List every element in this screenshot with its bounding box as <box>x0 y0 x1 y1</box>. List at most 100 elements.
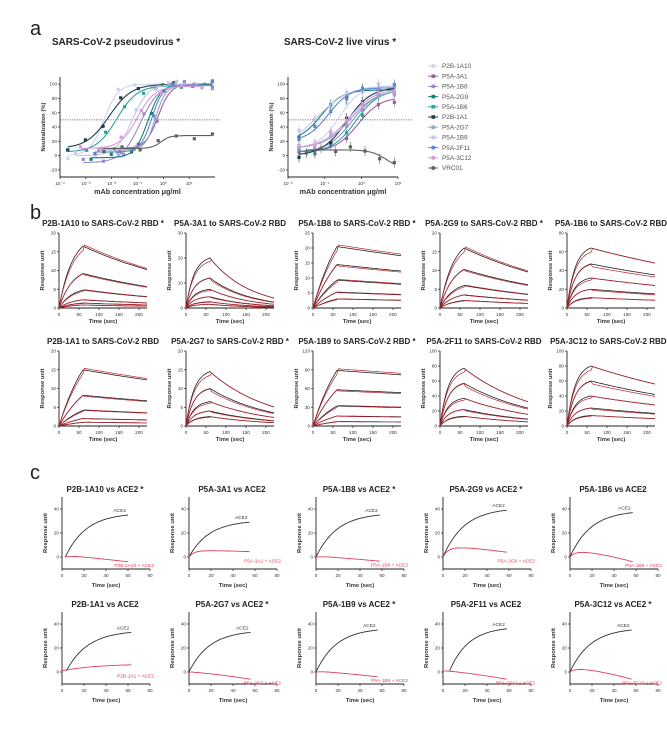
fit-curve <box>185 296 275 309</box>
x-axis-label: Time (sec) <box>92 698 121 704</box>
legend-label: P5A-2G7 <box>442 124 469 131</box>
y-tick-label: 20 <box>562 531 568 536</box>
x-tick-label: 200 <box>389 430 397 435</box>
annotation-ace2: ACE2 <box>117 625 130 631</box>
fit-curve <box>312 415 401 427</box>
legend-swatch-marker <box>431 166 436 170</box>
data-point <box>154 87 159 91</box>
data-point <box>66 156 70 160</box>
fit-curve <box>58 244 148 309</box>
sensorgram-curve <box>312 369 402 427</box>
x-tick-label: 10¹ <box>186 181 193 186</box>
annotation-competition: P5A-2F11 + ACE2 <box>496 681 535 687</box>
x-axis-label: Time (sec) <box>597 319 626 325</box>
fit-curve <box>439 398 529 427</box>
fit-curve <box>58 418 147 427</box>
y-tick-label: 20 <box>432 409 438 414</box>
x-tick-label: 150 <box>242 312 250 317</box>
data-point <box>120 145 124 149</box>
y-tick-label: 20 <box>51 231 57 236</box>
x-tick-label: 200 <box>262 430 270 435</box>
annotation-ace2: ACE2 <box>236 625 249 631</box>
x-tick-label: 50 <box>457 430 463 435</box>
chart-title: P5A-1B8 vs ACE2 * <box>323 485 397 494</box>
y-tick-label: 0 <box>561 424 564 429</box>
competition-curve <box>61 664 132 672</box>
data-point <box>101 124 105 128</box>
x-tick-label: 0 <box>315 573 318 578</box>
x-tick-label: 10⁻² <box>107 181 117 186</box>
fit-curve <box>306 149 395 165</box>
y-tick-label: 15 <box>178 367 184 372</box>
y-axis-label: Neutralization (%) <box>269 102 275 151</box>
x-tick-label: 10⁻² <box>283 181 293 186</box>
y-tick-label: 20 <box>562 646 568 651</box>
y-tick-label: 10 <box>178 281 184 286</box>
x-tick-label: 80 <box>528 573 534 578</box>
ace2-curve <box>449 628 507 671</box>
chart-c9: P5A-2F11 vs ACE2 0 20 40 0 20 40 60 80 Time (sec)… <box>424 600 535 704</box>
series-P5A-1B9 <box>73 79 199 157</box>
x-tick-label: 40 <box>484 688 490 693</box>
data-point <box>155 119 159 123</box>
y-axis-label: Response unit <box>43 513 49 553</box>
sensorgram-curve <box>566 415 655 427</box>
x-tick-label: 40 <box>611 688 617 693</box>
ace2-curve <box>315 514 380 558</box>
fit-curve <box>312 298 401 309</box>
fit-curve <box>185 372 275 427</box>
chart-title: P5A-1B9 vs ACE2 * <box>323 600 397 609</box>
x-tick-label: 60 <box>125 688 131 693</box>
annotation-competition: P5A-1B6 + ACE2 <box>625 563 662 569</box>
y-axis-label: Response unit <box>170 513 176 553</box>
legend-swatch-marker <box>431 156 436 160</box>
x-tick-label: 10⁻¹ <box>133 181 143 186</box>
x-tick-label: 60 <box>379 688 385 693</box>
sensorgram-curve <box>312 246 402 309</box>
annotation-ace2: ACE2 <box>618 506 631 512</box>
x-tick-label: 80 <box>147 688 153 693</box>
data-point <box>182 80 187 84</box>
y-tick-label: 100 <box>49 82 57 87</box>
chart-title: SARS-CoV-2 live virus * <box>284 37 396 48</box>
x-axis-label: Time (sec) <box>473 583 502 589</box>
x-axis-label: Time (sec) <box>600 698 629 704</box>
chart-c7: P5A-2G7 vs ACE2 * 0 20 40 0 20 40 60 80 Time (sec… <box>170 600 281 704</box>
data-point <box>116 87 120 91</box>
y-tick-label: 5 <box>180 405 183 410</box>
y-tick-label: 80 <box>432 364 438 369</box>
y-tick-label: 0 <box>434 306 437 311</box>
x-tick-label: 60 <box>633 688 639 693</box>
annotation-competition: P2B-1A1 + ACE2 <box>117 673 154 679</box>
x-tick-label: 100 <box>95 430 103 435</box>
x-tick-label: 10⁰ <box>358 181 365 186</box>
y-axis-label: Response unit <box>421 250 427 290</box>
y-tick-label: 25 <box>305 231 311 236</box>
ace2-curve <box>569 512 633 558</box>
x-tick-label: 0 <box>188 573 191 578</box>
x-axis-label: mAb concentration μg/ml <box>300 187 387 196</box>
y-axis-label: Response unit <box>551 513 557 553</box>
chart-title: P5A-1B9 to SARS-CoV-2 RBD * <box>298 337 416 346</box>
fit-curve <box>58 273 148 309</box>
y-tick-label: 40 <box>559 394 565 399</box>
data-point <box>136 86 140 91</box>
x-tick-label: 0 <box>569 688 572 693</box>
x-axis-label: Time (sec) <box>600 583 629 589</box>
data-point <box>200 86 204 90</box>
x-tick-label: 0 <box>439 312 442 317</box>
x-tick-label: 0 <box>442 573 445 578</box>
chart-title: P5A-1B6 to SARS-CoV-2 RBD <box>555 219 667 228</box>
data-point <box>89 157 93 161</box>
legend-entry: P5A-3A1 <box>428 73 468 80</box>
data-point <box>175 79 179 83</box>
x-tick-label: 150 <box>115 312 123 317</box>
x-axis-label: Time (sec) <box>597 437 626 443</box>
x-tick-label: 50 <box>76 430 82 435</box>
x-tick-label: 20 <box>335 573 341 578</box>
y-axis-label: Response unit <box>43 628 49 668</box>
y-axis-label: Response unit <box>424 628 430 668</box>
x-axis-label: Time (sec) <box>216 437 245 443</box>
